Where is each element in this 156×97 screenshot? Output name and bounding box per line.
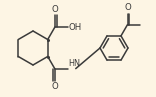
Text: O: O (124, 3, 131, 12)
Text: O: O (51, 82, 58, 91)
Text: HN: HN (68, 59, 80, 68)
Text: O: O (51, 5, 58, 14)
Text: OH: OH (68, 23, 81, 32)
